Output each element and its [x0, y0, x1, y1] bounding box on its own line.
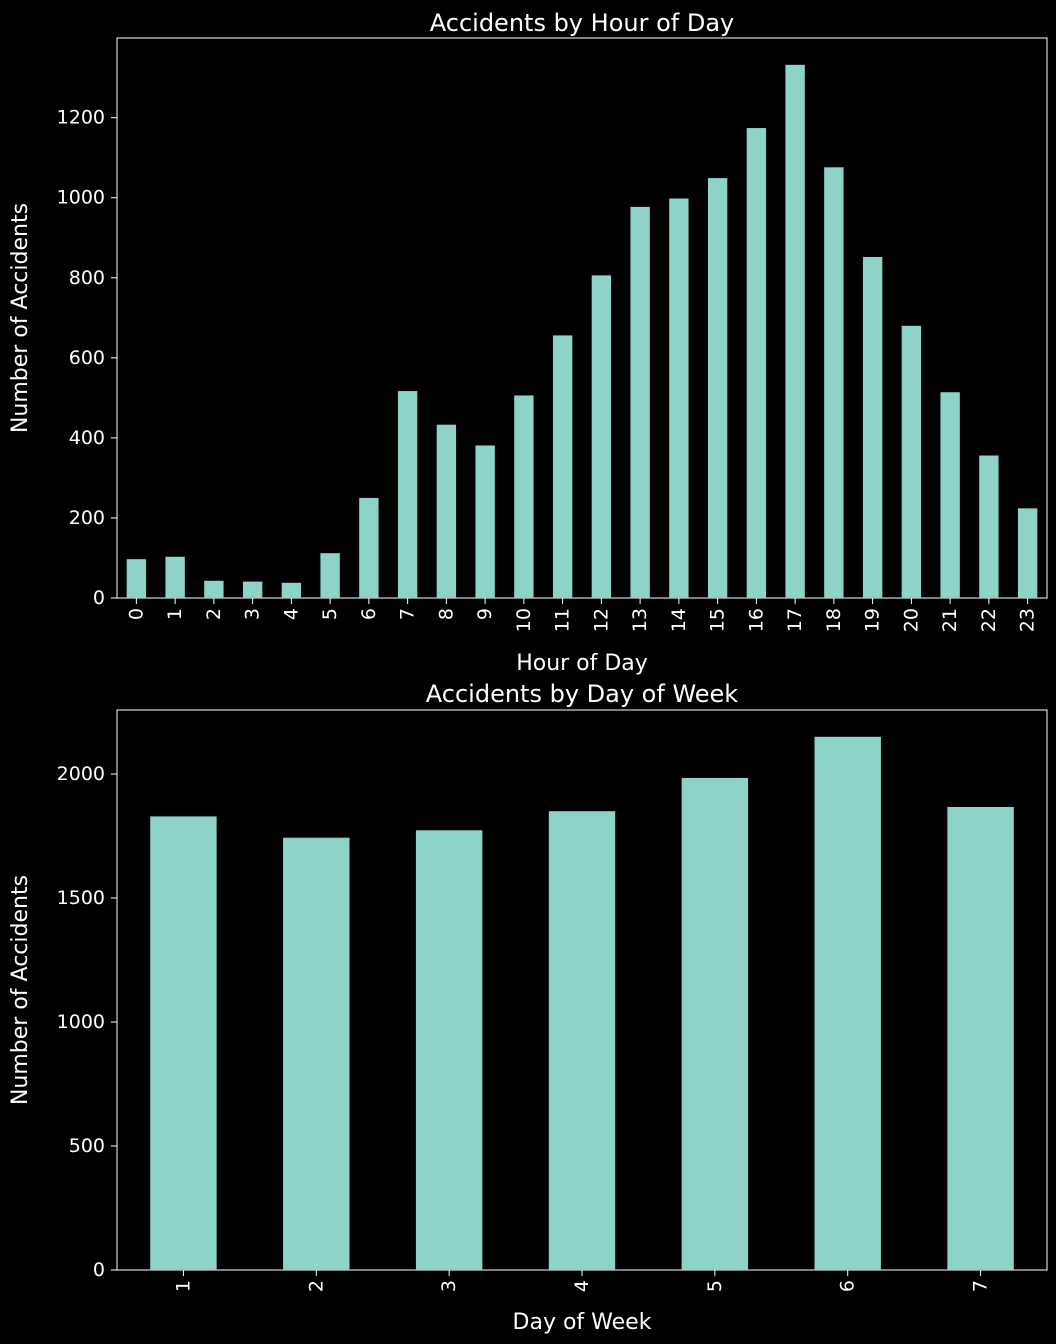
x-tick-label: 14 [668, 608, 690, 632]
y-tick-label: 1500 [57, 887, 105, 909]
bar-15 [707, 178, 728, 598]
bar-7 [397, 391, 418, 598]
x-tick-label: 3 [438, 1280, 460, 1292]
x-tick-label: 2 [203, 608, 225, 620]
bar-5 [320, 553, 340, 598]
bar-22 [979, 455, 999, 598]
y-tick-label: 200 [69, 507, 105, 529]
bar-7 [947, 806, 1014, 1270]
bar-group [126, 64, 1038, 599]
y-axis-label: Number of Accidents [8, 203, 33, 433]
y-axis-ticks: 0 200 400 600 800 1000 1200 [57, 107, 117, 609]
x-axis-label: Hour of Day [516, 651, 648, 676]
day-of-week-chart: Accidents by Day of Week 0 500 1000 1500 200… [8, 680, 1048, 1335]
y-tick-label: 1000 [57, 187, 105, 209]
x-tick-label: 15 [707, 608, 729, 632]
bar-4 [548, 811, 616, 1270]
bar-2 [283, 837, 350, 1270]
x-tick-label: 4 [280, 608, 302, 620]
plot-area-frame [116, 37, 1048, 599]
bar-6 [814, 736, 881, 1270]
x-tick-label: 18 [823, 608, 845, 632]
y-tick-label: 1000 [57, 1011, 105, 1033]
bar-5 [681, 777, 749, 1270]
x-axis-ticks: 0 1 2 3 4 5 6 7 8 9 10 11 12 13 14 15 16 17 18 19 20 21 22 23 [125, 598, 1039, 632]
x-tick-label: 22 [978, 608, 1000, 632]
x-tick-label: 0 [125, 608, 147, 620]
x-tick-label: 7 [397, 608, 419, 620]
x-tick-label: 13 [629, 608, 651, 632]
y-tick-label: 2000 [57, 763, 105, 785]
y-tick-label: 400 [69, 427, 105, 449]
x-tick-label: 2 [305, 1280, 327, 1292]
x-tick-label: 21 [939, 608, 961, 632]
bar-4 [281, 582, 302, 598]
x-tick-label: 6 [837, 1280, 859, 1292]
x-axis-ticks: 1 2 3 4 5 6 7 [172, 1270, 992, 1292]
bar-6 [359, 497, 379, 598]
bar-2 [204, 580, 224, 598]
bar-21 [940, 392, 960, 598]
bar-13 [630, 206, 650, 599]
x-tick-label: 7 [970, 1280, 992, 1292]
x-axis-label: Day of Week [513, 1310, 652, 1335]
x-tick-label: 19 [862, 608, 884, 632]
chart-title: Accidents by Hour of Day [430, 9, 734, 37]
y-axis-label: Number of Accidents [8, 875, 33, 1105]
bar-1 [150, 816, 217, 1270]
y-tick-label: 600 [69, 347, 105, 369]
bar-19 [862, 256, 883, 598]
x-tick-label: 5 [704, 1280, 726, 1292]
x-tick-label: 1 [172, 1280, 194, 1292]
bar-10 [514, 395, 534, 598]
x-tick-label: 1 [164, 608, 186, 620]
x-tick-label: 10 [513, 608, 535, 632]
x-tick-label: 3 [242, 608, 264, 620]
x-tick-label: 4 [571, 1280, 593, 1292]
bar-23 [1017, 508, 1038, 598]
bar-17 [785, 64, 805, 598]
y-tick-label: 500 [69, 1135, 105, 1157]
bar-16 [746, 128, 767, 598]
y-tick-label: 1200 [57, 107, 105, 129]
bar-14 [669, 198, 689, 598]
bar-3 [415, 830, 483, 1270]
x-tick-label: 9 [474, 608, 496, 620]
x-tick-label: 11 [552, 608, 574, 632]
y-tick-label: 0 [93, 587, 105, 609]
bar-8 [436, 424, 457, 598]
bar-1 [165, 556, 185, 598]
bar-20 [901, 325, 922, 598]
x-tick-label: 5 [319, 608, 341, 620]
y-tick-label: 800 [69, 267, 105, 289]
bar-9 [475, 445, 495, 598]
bar-11 [552, 335, 573, 598]
x-tick-label: 23 [1017, 608, 1039, 632]
hour-of-day-chart: Accidents by Hour of Day 020040060080010… [8, 9, 1048, 676]
x-tick-label: 17 [784, 608, 806, 632]
bar-0 [126, 559, 147, 598]
x-tick-label: 12 [590, 608, 612, 632]
bar-group [150, 736, 1014, 1270]
y-tick-label: 0 [93, 1259, 105, 1281]
y-axis-ticks: 0 500 1000 1500 2000 [57, 763, 117, 1281]
x-tick-label: 6 [358, 608, 380, 620]
bar-12 [591, 275, 612, 598]
x-tick-label: 8 [435, 608, 457, 620]
x-tick-label: 16 [745, 608, 767, 632]
bar-3 [242, 581, 263, 598]
x-tick-label: 20 [900, 608, 922, 632]
bar-18 [824, 167, 844, 599]
chart-title: Accidents by Day of Week [426, 680, 739, 708]
